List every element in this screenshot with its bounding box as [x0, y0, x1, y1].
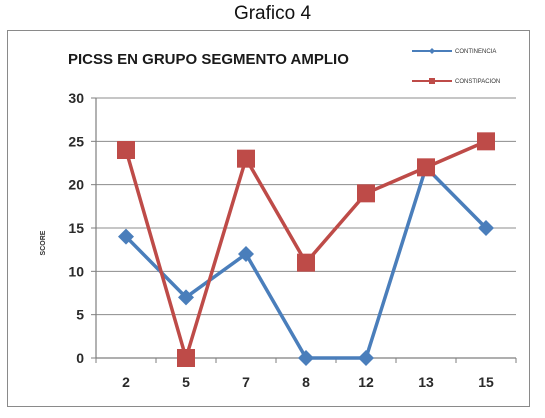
- y-tick-labels: 0 5 10 15 20 25 30: [68, 90, 84, 366]
- y-tick-label: 25: [68, 133, 84, 149]
- data-point: [357, 184, 375, 203]
- data-point: [417, 158, 435, 177]
- legend-label: CONSTIPACION: [455, 79, 500, 85]
- y-axis-label: SCORE: [40, 230, 47, 255]
- data-point: [238, 246, 254, 262]
- y-tick-label: 20: [68, 177, 84, 193]
- data-point: [298, 350, 314, 366]
- data-point: [178, 289, 194, 306]
- x-tick-labels: 2 5 7 8 12 13 15: [122, 374, 494, 390]
- y-tick-label: 10: [68, 263, 84, 279]
- line-chart: PICSS EN GRUPO SEGMENTO AMPLIO SCORE 0 5 1…: [40, 48, 517, 390]
- data-point: [297, 253, 315, 272]
- legend-swatch-marker: [429, 78, 435, 84]
- data-point: [117, 141, 135, 159]
- y-tick-label: 15: [68, 220, 84, 236]
- x-tick-label: 2: [122, 374, 130, 390]
- data-point: [358, 350, 374, 366]
- data-point: [478, 220, 494, 236]
- y-tick-label: 30: [68, 90, 84, 106]
- data-point: [477, 132, 495, 151]
- x-tick-label: 5: [182, 374, 190, 390]
- figure-caption: Grafico 4: [233, 3, 312, 24]
- x-tick-label: 15: [478, 374, 494, 390]
- chart-frame: PICSS EN GRUPO SEGMENTO AMPLIO SCORE 0 5 1…: [7, 30, 530, 407]
- series-constipacion: [117, 132, 495, 367]
- axes: [91, 97, 517, 363]
- series-group: [117, 132, 495, 367]
- x-tick-label: 8: [302, 374, 310, 390]
- x-tick-label: 13: [418, 374, 434, 390]
- y-tick-label: 5: [76, 307, 84, 323]
- y-tick-label: 0: [76, 350, 84, 366]
- gridlines: [96, 97, 516, 316]
- data-point: [237, 149, 255, 168]
- chart-title: PICSS EN GRUPO SEGMENTO AMPLIO: [68, 51, 349, 68]
- x-tick-label: 7: [242, 374, 250, 390]
- legend-swatch-marker: [429, 48, 435, 54]
- legend: CONTINENCIA CONSTIPACION: [412, 48, 500, 85]
- legend-label: CONTINENCIA: [455, 49, 496, 55]
- data-point: [177, 349, 195, 367]
- data-point: [118, 228, 134, 245]
- x-tick-label: 12: [358, 374, 374, 390]
